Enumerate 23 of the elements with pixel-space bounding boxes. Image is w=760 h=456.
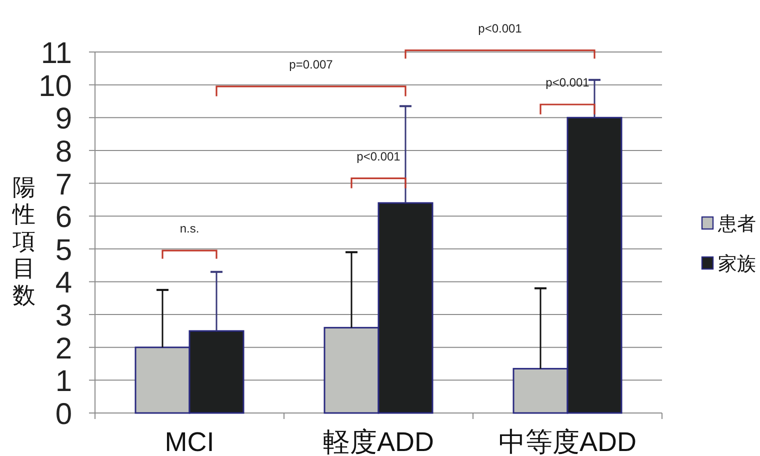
annotation: p=0.007 [289, 57, 334, 72]
legend-label: 患者 [717, 214, 756, 235]
y-tick-label: 0 [55, 398, 72, 431]
annotation: p<0.001 [356, 149, 401, 164]
y-tick-label: 1 [55, 365, 72, 398]
y-tick-label: 4 [55, 266, 72, 300]
y-tick-label: 7 [55, 168, 72, 202]
x-tick-label: MCI [164, 427, 214, 456]
y-tick-label: 9 [55, 102, 72, 136]
y-tick-label: 8 [55, 135, 72, 168]
text: p<0.001 [478, 21, 522, 36]
y-tick-label: 3 [55, 300, 72, 333]
y-tick-label: 10 [38, 70, 72, 103]
y-tick-label: 6 [55, 201, 72, 234]
y-tick-label: 5 [55, 234, 72, 267]
legend-label: 家族 [718, 253, 756, 275]
annotation: p<0.001 [546, 76, 590, 90]
y-tick-label: 11 [40, 37, 72, 70]
annotation: n.s. [180, 222, 200, 236]
y-tick-label: 2 [55, 332, 72, 366]
x-tick-label: 軽度ADD [322, 427, 434, 456]
y-axis-title: 陽性項目数 [12, 174, 36, 308]
x-tick-label: 中等度ADD [498, 427, 637, 456]
